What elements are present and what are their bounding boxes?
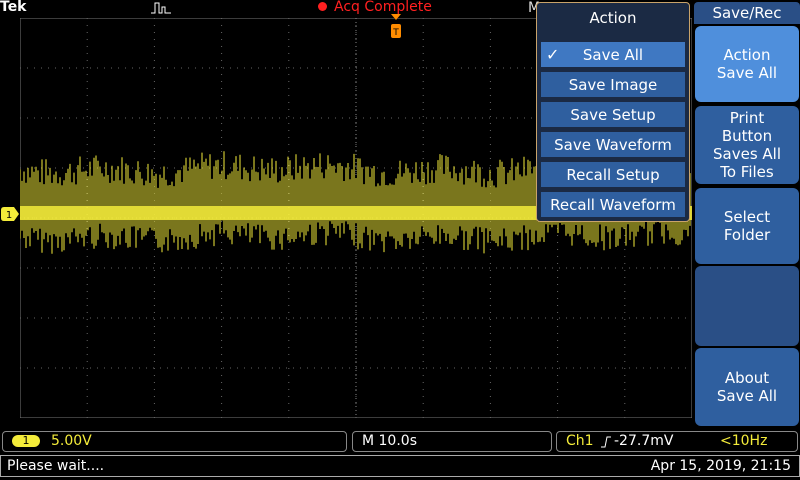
menu-item-label: Save Image bbox=[568, 76, 658, 94]
channel-1-scale-readout[interactable]: 1 5.00V bbox=[2, 431, 347, 452]
channel-1-ground-marker[interactable]: 1 bbox=[0, 207, 20, 221]
timebase-readout[interactable]: M 10.0s bbox=[352, 431, 552, 452]
menu-item-save-image[interactable]: Save Image bbox=[540, 71, 686, 98]
acquisition-indicator-icon bbox=[318, 2, 327, 11]
status-message: Please wait.... bbox=[7, 458, 105, 474]
menu-title: Action bbox=[589, 9, 637, 27]
select-folder-button[interactable]: Select Folder bbox=[695, 188, 799, 264]
trigger-position-marker-icon[interactable]: T bbox=[389, 14, 403, 42]
message-bar: Please wait.... Apr 15, 2019, 21:15 bbox=[0, 455, 800, 477]
channel-scale: 5.00V bbox=[51, 433, 92, 449]
menu-item-label: Recall Waveform bbox=[550, 196, 676, 214]
trigger-source: Ch1 bbox=[566, 433, 594, 449]
trigger-readout[interactable]: Ch1 -27.7mV <10Hz bbox=[556, 431, 798, 452]
channel-1-badge: 1 bbox=[12, 435, 40, 447]
menu-item-recall-waveform[interactable]: Recall Waveform bbox=[540, 191, 686, 218]
checkmark-icon: ✓ bbox=[546, 45, 560, 64]
trigger-frequency: <10Hz bbox=[720, 433, 768, 449]
menu-item-label: Recall Setup bbox=[566, 166, 660, 184]
side-menu: Save/Rec Action Save All Print Button Sa… bbox=[694, 0, 800, 428]
menu-item-save-waveform[interactable]: Save Waveform bbox=[540, 131, 686, 158]
date-time: Apr 15, 2019, 21:15 bbox=[650, 458, 791, 474]
trigger-level: -27.7mV bbox=[614, 433, 674, 449]
menu-item-label: Save Setup bbox=[570, 106, 656, 124]
print-button-saves-all-button[interactable]: Print Button Saves All To Files bbox=[695, 106, 799, 184]
trace-core-band bbox=[20, 206, 692, 220]
trigger-mode-icon bbox=[151, 2, 171, 14]
acquisition-status: Acq Complete bbox=[334, 0, 432, 15]
action-popup-menu: Action ✓ Save All Save Image Save Setup … bbox=[536, 2, 690, 222]
side-menu-blank-slot bbox=[695, 266, 799, 346]
menu-item-label: Save Waveform bbox=[554, 136, 672, 154]
rising-edge-icon bbox=[601, 436, 611, 448]
svg-text:T: T bbox=[392, 28, 399, 38]
action-save-all-button[interactable]: Action Save All bbox=[695, 26, 799, 102]
svg-text:1: 1 bbox=[6, 210, 12, 221]
menu-item-label: Save All bbox=[582, 46, 644, 64]
side-menu-title: Save/Rec bbox=[694, 2, 800, 24]
about-save-all-button[interactable]: About Save All bbox=[695, 348, 799, 426]
brand-logo: Tek bbox=[0, 0, 27, 15]
menu-item-recall-setup[interactable]: Recall Setup bbox=[540, 161, 686, 188]
timebase-scale: M 10.0s bbox=[362, 433, 417, 449]
menu-item-save-all[interactable]: ✓ Save All bbox=[540, 41, 686, 68]
menu-item-save-setup[interactable]: Save Setup bbox=[540, 101, 686, 128]
